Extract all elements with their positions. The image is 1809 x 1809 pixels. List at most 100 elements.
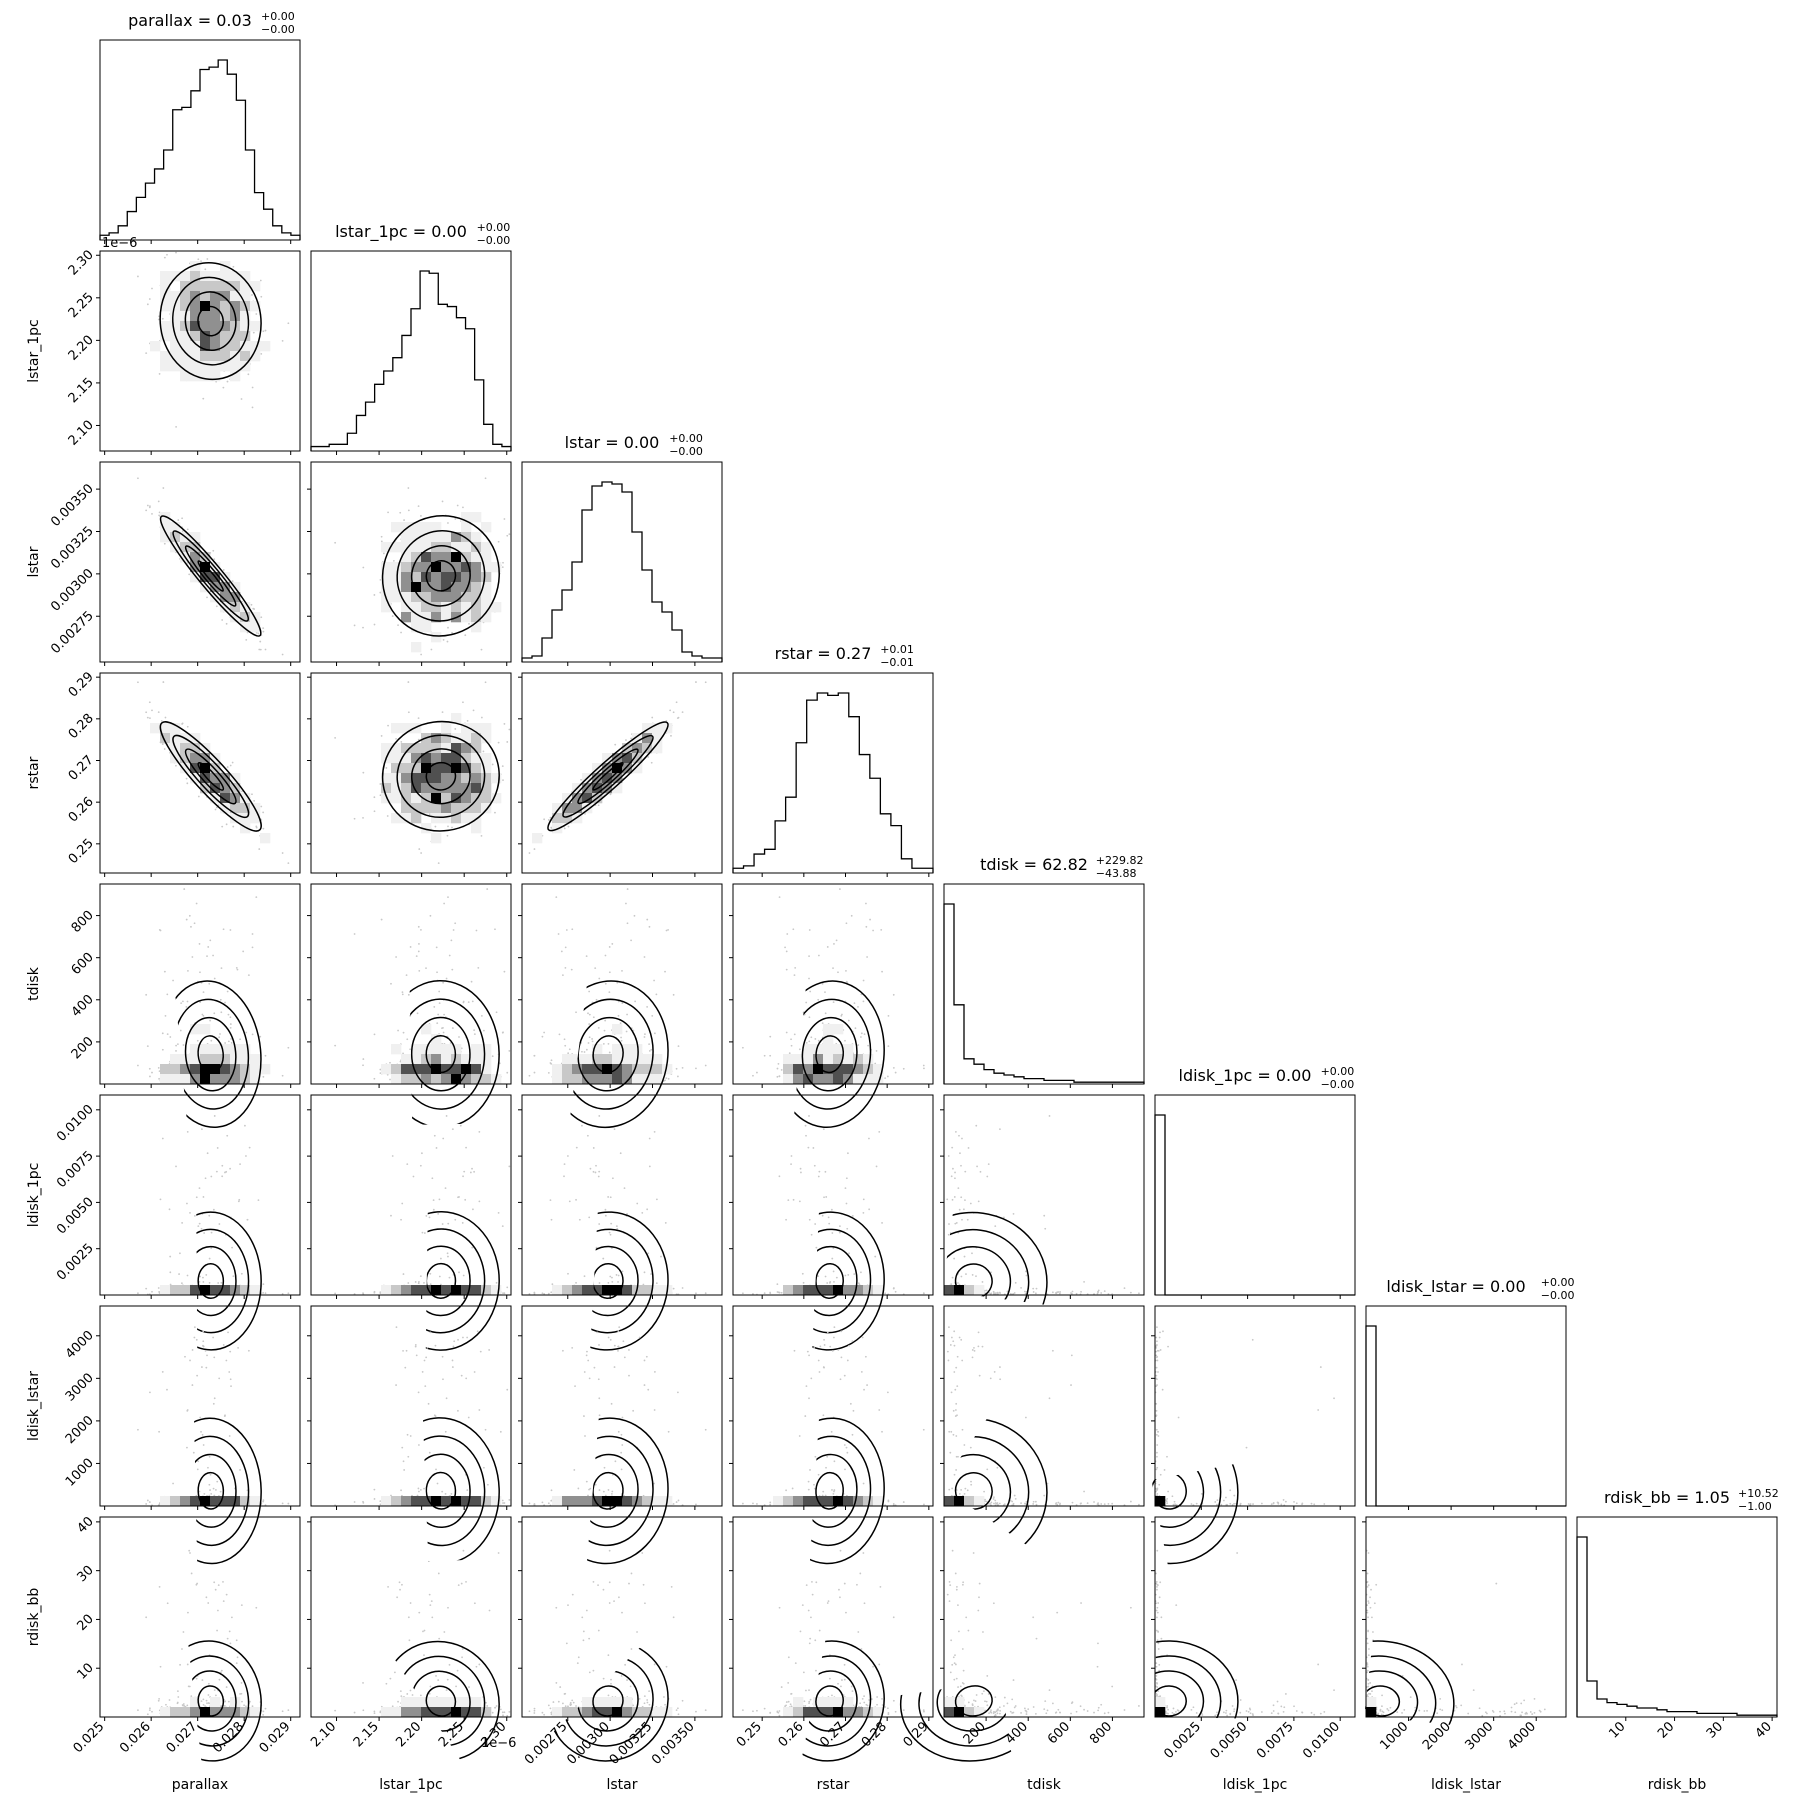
sample-point — [670, 734, 672, 737]
density-bin — [401, 572, 412, 583]
sample-point — [788, 1052, 791, 1055]
density-bin — [602, 1054, 613, 1065]
density-bin — [411, 813, 422, 824]
density-bin — [471, 823, 482, 834]
density-bin — [652, 1074, 663, 1085]
sample-point — [643, 1036, 646, 1038]
sample-point — [495, 1011, 498, 1014]
density-bin — [481, 773, 492, 784]
sample-point — [630, 939, 632, 942]
density-bin — [210, 281, 221, 292]
sample-point — [380, 535, 383, 538]
sample-point — [508, 728, 511, 731]
density-bin — [572, 1074, 583, 1085]
sample-point — [884, 1077, 887, 1080]
sample-point — [251, 946, 254, 949]
sample-point — [362, 1058, 365, 1060]
sample-point — [528, 852, 531, 854]
sample-point — [833, 943, 835, 945]
sample-point — [643, 956, 646, 958]
sample-point — [387, 724, 389, 727]
sample-point — [160, 719, 163, 722]
sample-point — [251, 933, 254, 935]
sample-point — [151, 1071, 153, 1074]
sample-point — [491, 763, 494, 766]
sample-point — [875, 1050, 878, 1052]
density-bin — [401, 532, 412, 543]
sample-point — [866, 956, 868, 958]
density-bin — [421, 522, 432, 533]
sample-point — [425, 967, 427, 970]
density-bin — [240, 281, 251, 292]
sample-point — [164, 1014, 167, 1017]
sample-point — [245, 1031, 248, 1034]
sample-point — [258, 648, 261, 651]
sample-point — [792, 928, 795, 931]
sample-point — [835, 939, 838, 942]
density-bin — [230, 331, 241, 342]
sample-point — [564, 967, 567, 969]
sample-point — [442, 1031, 445, 1034]
density-bin — [391, 723, 402, 734]
sample-point — [450, 939, 453, 942]
density-bin — [431, 793, 442, 804]
density-bin — [190, 1064, 201, 1075]
density-bin — [200, 311, 211, 322]
density-bin — [471, 562, 482, 573]
sample-point — [149, 505, 151, 508]
sample-point — [379, 783, 382, 785]
sample-point — [148, 701, 151, 704]
sample-point — [484, 681, 487, 684]
sample-point — [445, 977, 448, 980]
sample-point — [648, 925, 651, 928]
density-bin — [190, 291, 201, 302]
sample-point — [614, 743, 617, 746]
sample-point — [214, 808, 217, 811]
sample-point — [259, 1035, 262, 1038]
sample-point — [158, 928, 161, 931]
sample-point — [695, 681, 697, 683]
sample-point — [262, 827, 265, 830]
sample-point — [260, 616, 263, 619]
sample-point — [390, 982, 392, 985]
sample-point — [407, 487, 410, 489]
sample-point — [251, 386, 254, 389]
sample-point — [259, 648, 262, 651]
density-bin — [421, 582, 432, 593]
density-bin — [582, 1054, 593, 1065]
sample-point — [287, 322, 290, 325]
sample-point — [182, 1000, 184, 1003]
density-bin — [411, 542, 422, 553]
sample-point — [752, 1074, 754, 1077]
sample-point — [146, 303, 149, 306]
sample-point — [208, 982, 211, 985]
sample-point — [619, 1022, 622, 1025]
sample-point — [651, 1014, 654, 1017]
sample-point — [397, 624, 399, 627]
sample-point — [250, 603, 253, 606]
sample-point — [497, 540, 500, 543]
sample-point — [608, 991, 611, 994]
sample-point — [611, 943, 614, 945]
sample-point — [594, 967, 597, 970]
sample-point — [436, 971, 438, 974]
sample-point — [164, 716, 167, 719]
sample-point — [447, 626, 449, 629]
density-bin — [562, 1054, 573, 1065]
sample-point — [195, 902, 198, 905]
sample-point — [653, 979, 655, 982]
sample-point — [675, 701, 678, 704]
sample-point — [186, 725, 189, 728]
density-bin — [471, 582, 482, 593]
sample-point — [437, 862, 440, 865]
sample-point — [148, 1067, 151, 1070]
sample-point — [161, 1032, 164, 1035]
sample-point — [436, 1022, 439, 1025]
sample-point — [704, 681, 707, 684]
sample-point — [625, 902, 627, 905]
sample-point — [665, 1077, 668, 1080]
density-bin — [471, 512, 482, 523]
density-bin — [632, 1074, 643, 1085]
sample-point — [219, 998, 222, 1001]
sample-point — [769, 1035, 772, 1038]
